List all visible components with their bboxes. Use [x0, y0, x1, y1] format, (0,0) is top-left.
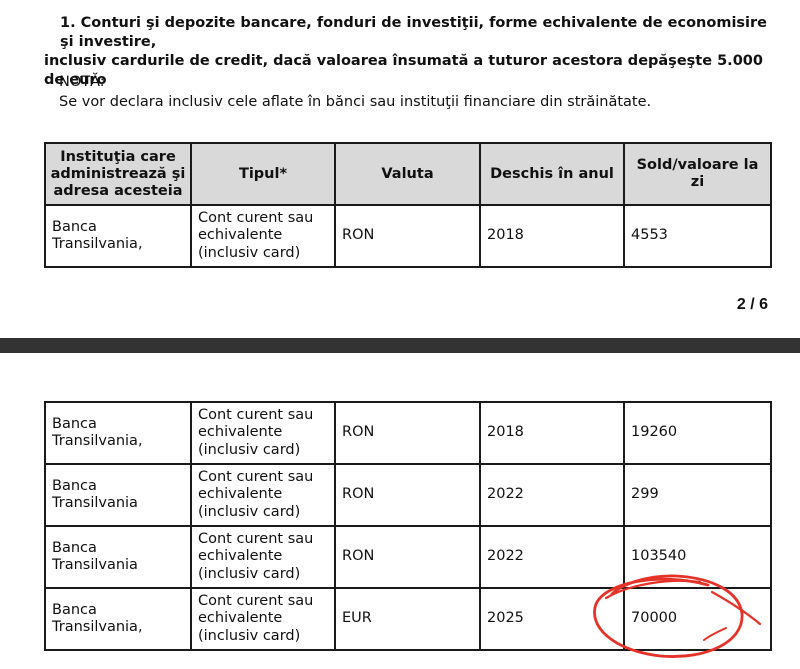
- cell-balance: 4553: [623, 204, 772, 268]
- table-row: Banca Transilvania Cont curent sau echiv…: [44, 463, 772, 527]
- section-title-line-2: inclusiv cardurile de credit, dacă valoa…: [44, 53, 763, 88]
- table-row: Banca Transilvania, Cont curent sau echi…: [44, 401, 772, 465]
- header-type: Tipul*: [190, 142, 336, 206]
- header-currency: Valuta: [334, 142, 481, 206]
- accounts-table-page-2: Banca Transilvania, Cont curent sau echi…: [44, 401, 772, 651]
- cell-institution: Banca Transilvania: [44, 525, 192, 589]
- cell-type: Cont curent sau echivalente (inclusiv ca…: [190, 525, 336, 589]
- cell-institution: Banca Transilvania,: [44, 204, 192, 268]
- cell-type: Cont curent sau echivalente (inclusiv ca…: [190, 204, 336, 268]
- cell-year: 2022: [479, 463, 625, 527]
- section-title-line-1: 1. Conturi şi depozite bancare, fonduri …: [60, 15, 768, 50]
- accounts-table-page-1: Instituţia care administrează şi adresa …: [44, 142, 772, 268]
- cell-currency: EUR: [334, 587, 481, 651]
- cell-institution: Banca Transilvania,: [44, 401, 192, 465]
- header-balance: Sold/valoare la zi: [623, 142, 772, 206]
- cell-year: 2022: [479, 525, 625, 589]
- note-text: Se vor declara inclusiv cele aflate în b…: [59, 94, 652, 110]
- header-opened-year: Deschis în anul: [479, 142, 625, 206]
- table-header-row: Instituţia care administrează şi adresa …: [44, 142, 772, 206]
- cell-institution: Banca Transilvania: [44, 463, 192, 527]
- cell-year: 2018: [479, 401, 625, 465]
- table-row: Banca Transilvania, Cont curent sau echi…: [44, 587, 772, 651]
- page-separator: [0, 338, 800, 353]
- cell-balance: 103540: [623, 525, 772, 589]
- cell-currency: RON: [334, 525, 481, 589]
- cell-type: Cont curent sau echivalente (inclusiv ca…: [190, 463, 336, 527]
- header-institution: Instituţia care administrează şi adresa …: [44, 142, 192, 206]
- table-row: Banca Transilvania Cont curent sau echiv…: [44, 525, 772, 589]
- cell-type: Cont curent sau echivalente (inclusiv ca…: [190, 587, 336, 651]
- cell-balance: 70000: [623, 587, 772, 651]
- cell-year: 2025: [479, 587, 625, 651]
- note-label: NOTĂ:: [59, 74, 105, 90]
- page-indicator: 2 / 6: [736, 296, 768, 313]
- cell-year: 2018: [479, 204, 625, 268]
- section-heading: 1. Conturi şi depozite bancare, fonduri …: [44, 14, 784, 90]
- cell-balance: 19260: [623, 401, 772, 465]
- cell-type: Cont curent sau echivalente (inclusiv ca…: [190, 401, 336, 465]
- cell-currency: RON: [334, 401, 481, 465]
- cell-institution: Banca Transilvania,: [44, 587, 192, 651]
- cell-currency: RON: [334, 463, 481, 527]
- cell-currency: RON: [334, 204, 481, 268]
- cell-balance: 299: [623, 463, 772, 527]
- table-row: Banca Transilvania, Cont curent sau echi…: [44, 204, 772, 268]
